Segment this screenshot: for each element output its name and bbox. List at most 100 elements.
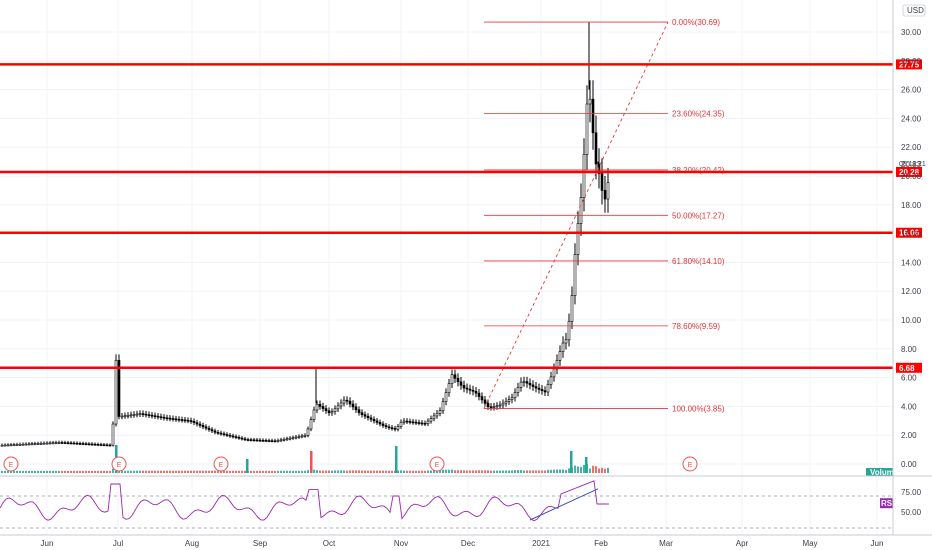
volume-bar — [598, 468, 600, 473]
volume-bar — [370, 470, 372, 473]
volume-bar — [349, 470, 351, 473]
candle-body — [48, 442, 52, 445]
volume-bar — [469, 470, 471, 473]
candle-body — [282, 438, 286, 441]
candle-body — [324, 408, 328, 412]
volume-bar — [607, 467, 609, 473]
volume-bar — [523, 470, 525, 473]
volume-label: Volume — [870, 468, 899, 477]
volume-bar — [190, 470, 192, 473]
candle-body — [594, 132, 598, 165]
volume-bar — [199, 470, 201, 473]
candle-body — [60, 442, 64, 444]
volume-bar — [352, 470, 354, 473]
volume-bar-spike — [310, 451, 313, 473]
horizontal-levels[interactable]: 27.75 20.28 16.06 6.68 — [0, 59, 922, 373]
candle-body — [318, 403, 322, 407]
volume-bar — [367, 470, 369, 473]
volume-bar — [301, 470, 303, 473]
volume-bar — [73, 470, 75, 473]
volume-bar — [502, 470, 504, 473]
volume-bar — [175, 470, 177, 473]
volume-bar — [325, 470, 327, 473]
candle-body — [93, 443, 97, 446]
volume-bar — [7, 470, 9, 473]
volume-bar — [127, 470, 129, 473]
volume-bar — [511, 470, 513, 473]
candle-body — [507, 399, 511, 402]
candle-body — [75, 442, 79, 445]
currency-box[interactable] — [902, 4, 926, 17]
volume-bar — [427, 470, 429, 473]
candle-body — [294, 436, 298, 439]
level-price-label: 16.06 — [899, 229, 920, 238]
volume-bar-spike — [246, 459, 249, 473]
candle-body — [144, 413, 148, 416]
volume-bar — [373, 470, 375, 473]
y-tick-label: 6.00 — [901, 374, 917, 383]
earnings-marker[interactable] — [429, 456, 445, 472]
volume-bar — [226, 470, 228, 473]
candle-body — [528, 382, 532, 386]
volume-bar — [565, 470, 567, 473]
fib-level-label: 50.00%(17.27) — [672, 211, 725, 220]
candle-body — [63, 442, 67, 444]
earnings-marker[interactable] — [213, 456, 229, 472]
level-price-label: 27.75 — [899, 60, 920, 69]
y-tick-label: 30.00 — [901, 28, 922, 37]
fib-trend-line — [483, 21, 669, 409]
candle-body — [36, 443, 40, 445]
candle-body — [207, 427, 211, 430]
candle-body — [87, 443, 91, 446]
rsi-trend-line[interactable] — [529, 488, 599, 521]
candle-body — [81, 443, 85, 445]
volume-bar — [136, 470, 138, 473]
volume-bar — [58, 470, 60, 473]
countdown-label: 05:11:21 — [899, 161, 926, 168]
candle-body — [312, 409, 316, 420]
level-price-label: 6.68 — [899, 364, 915, 373]
candle-body — [276, 440, 280, 442]
candle-body — [273, 440, 277, 443]
y-tick-label: 22.00 — [901, 143, 922, 152]
fibonacci-retracement[interactable]: 0.00%(30.69) 23.60%(24.35) 38.20%(20.42) 50… — [483, 18, 725, 414]
candle-body — [195, 422, 199, 425]
fib-level-label: 0.00%(30.69) — [672, 18, 720, 27]
candle-body — [405, 420, 409, 423]
candle-body — [333, 408, 337, 412]
earnings-marker[interactable] — [682, 456, 698, 472]
candle-body — [465, 387, 469, 390]
candle-body — [300, 435, 304, 438]
candle-body — [402, 420, 406, 423]
volume-bar — [376, 470, 378, 473]
candle-body — [486, 403, 490, 408]
candle-body — [66, 442, 70, 444]
earnings-marker[interactable] — [3, 456, 19, 472]
volume-bar — [337, 470, 339, 473]
volume-bar — [274, 470, 276, 473]
candle-body — [45, 442, 49, 445]
fib-level-label: 61.80%(14.10) — [672, 257, 725, 266]
volume-bar — [418, 470, 420, 473]
candle-body — [186, 419, 190, 422]
volume-bar — [43, 470, 45, 473]
volume-bar — [400, 470, 402, 473]
candle-body — [129, 414, 133, 417]
volume-bar — [451, 469, 453, 473]
candle-body — [414, 421, 418, 424]
candle-body — [117, 360, 121, 417]
candle-body — [153, 415, 157, 417]
volume-bar — [187, 470, 189, 473]
candle-body — [255, 439, 259, 442]
candle-body — [522, 381, 526, 383]
candle-body — [519, 381, 523, 388]
volume-bar — [13, 470, 15, 473]
earnings-marker[interactable] — [111, 456, 127, 472]
volume-badge[interactable] — [866, 468, 893, 476]
fib-level-label: 78.60%(9.59) — [672, 322, 720, 331]
volume-bar — [154, 470, 156, 473]
candle-body — [363, 414, 367, 417]
volume-bar — [514, 470, 516, 473]
